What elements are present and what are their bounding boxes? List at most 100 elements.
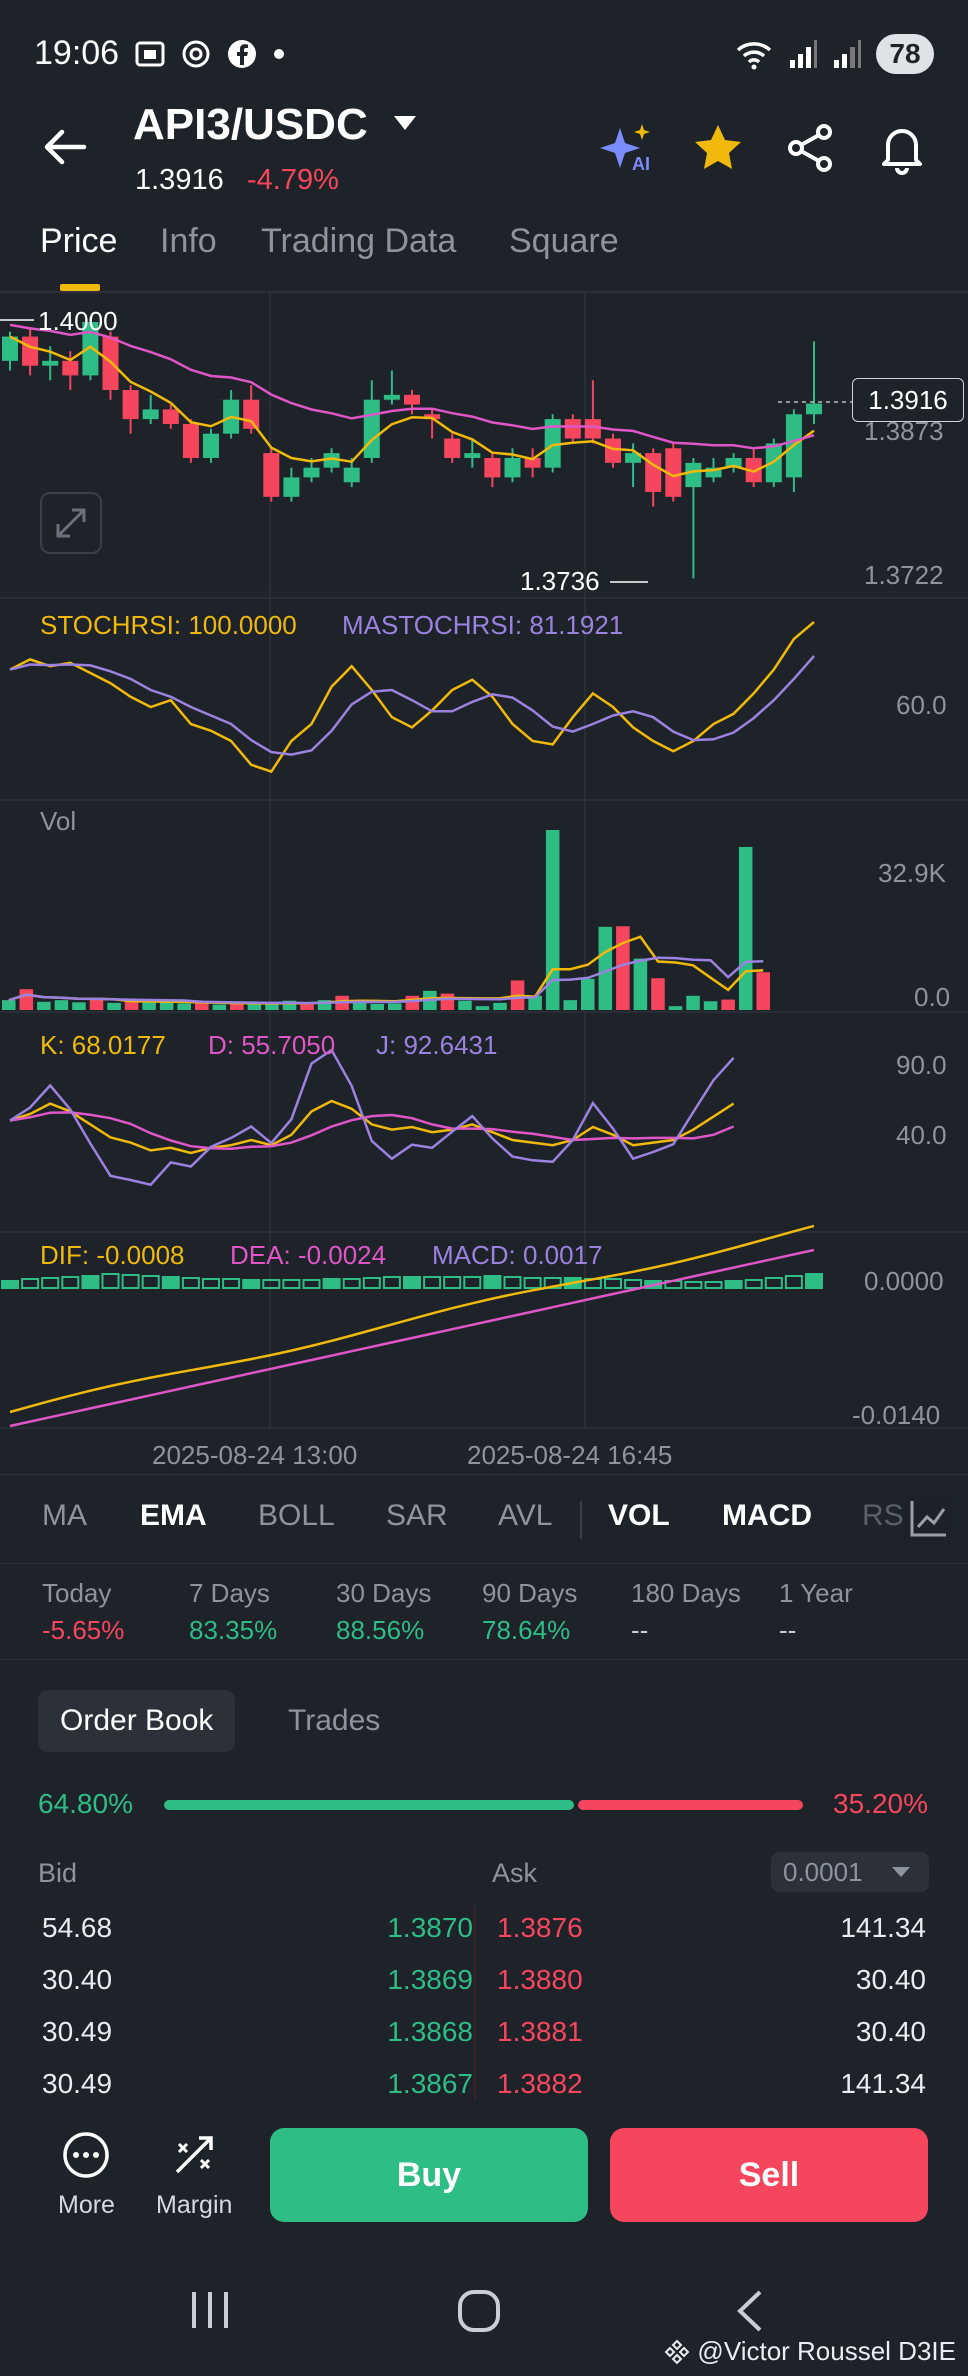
candle-body: [82, 322, 99, 376]
indicator-tab-ma[interactable]: MA: [42, 1499, 87, 1532]
margin-button[interactable]: Margin: [156, 2130, 232, 2220]
ask-ratio: 35.20%: [833, 1788, 928, 1819]
orderbook-row[interactable]: 30.40 1.3869 1.3880 30.40: [42, 1964, 926, 1995]
indicator-tab-rs[interactable]: RS: [862, 1499, 904, 1532]
macd-axis-bottom: -0.0140: [852, 1400, 941, 1430]
perf-90d: 90 Days 78.64%: [482, 1578, 578, 1645]
candle-body: [42, 360, 59, 366]
stochrsi-line: [9, 621, 815, 774]
indicator-tab-sar[interactable]: SAR: [386, 1499, 448, 1532]
volume-bar: [493, 1002, 507, 1010]
orderbook-row[interactable]: 54.68 1.3870 1.3876 141.34: [42, 1912, 926, 1943]
candle-body: [725, 457, 742, 468]
indicator-tab-ema[interactable]: EMA: [140, 1499, 207, 1532]
stochrsi-label: STOCHRSI: 100.0000: [40, 610, 297, 640]
kdj-k-line: [9, 1099, 735, 1155]
indicator-tab-macd[interactable]: MACD: [722, 1499, 812, 1532]
vol-axis-bottom: 0.0: [914, 982, 951, 1012]
macd-histogram-bar: [222, 1278, 241, 1289]
volume-bar: [633, 958, 648, 1010]
volume-ma2-line: [8, 956, 764, 1005]
volume-bar: [89, 999, 104, 1010]
more-button[interactable]: More: [58, 2130, 115, 2220]
orderbook-row[interactable]: 30.49 1.3868 1.3881 30.40: [42, 2016, 926, 2047]
buy-button[interactable]: Buy: [270, 2128, 588, 2222]
performance-row: Today -5.65% 7 Days 83.35% 30 Days 88.56% 9…: [0, 1564, 968, 1660]
tab-price[interactable]: Price: [40, 222, 118, 260]
candle-body: [685, 462, 702, 488]
chart-settings-icon[interactable]: [906, 1495, 952, 1541]
orderbook-row[interactable]: 30.49 1.3867 1.3882 141.34: [42, 2068, 926, 2099]
home-icon[interactable]: [456, 2288, 502, 2334]
candle-body: [22, 336, 39, 366]
indicator-tab-vol[interactable]: VOL: [608, 1499, 670, 1532]
candle-body: [323, 453, 340, 468]
ai-sparkle-icon[interactable]: AI: [598, 120, 654, 176]
share-icon[interactable]: [782, 120, 838, 176]
candle-body: [705, 467, 722, 478]
volume-bar: [107, 1002, 121, 1010]
volume-bar: [668, 1006, 683, 1010]
pair-title[interactable]: API3/USDC: [133, 100, 368, 149]
depth-divider: [474, 1906, 476, 2106]
ask-header: Ask: [492, 1858, 538, 1888]
tab-trading-data[interactable]: Trading Data: [261, 222, 457, 260]
tab-order-book[interactable]: Order Book: [38, 1690, 236, 1752]
caret-down-icon[interactable]: [392, 114, 418, 132]
kdj-axis-top: 90.0: [896, 1050, 947, 1080]
recent-apps-icon[interactable]: [186, 2288, 234, 2332]
kdj-axis-mid: 40.0: [896, 1120, 947, 1150]
volume-bar: [370, 1003, 384, 1010]
volume-bar: [756, 972, 770, 1010]
active-tab-indicator: [60, 284, 100, 291]
margin-icon: [175, 2136, 213, 2174]
volume-bar: [159, 1001, 174, 1010]
indicator-divider: [580, 1501, 582, 1539]
macd-histogram-bar: [805, 1273, 823, 1289]
screenshot-icon: [135, 41, 165, 67]
bid-ratio-bar: [164, 1800, 574, 1810]
signal-icon: [790, 40, 817, 68]
status-bar: 19:06 78: [0, 0, 968, 110]
candle-body: [62, 360, 79, 376]
sell-button[interactable]: Sell: [610, 2128, 928, 2222]
candle-body: [162, 409, 179, 424]
macd-histogram-bar: [382, 1276, 401, 1289]
volume-ma-line: [8, 935, 764, 1005]
chart-area[interactable]: 1.4000 1.3736 1.3916 1.3873 1.3722 STOCH…: [0, 292, 968, 1472]
volume-bar: [651, 978, 665, 1010]
low-label: 1.3736: [520, 566, 600, 596]
bottom-action-bar: More Margin Buy Sell: [0, 2100, 968, 2240]
star-icon[interactable]: [690, 120, 746, 176]
tab-info[interactable]: Info: [160, 222, 217, 260]
tab-trades[interactable]: Trades: [288, 1704, 381, 1737]
expand-chart-button[interactable]: [40, 492, 102, 554]
macd-macd-label: MACD: 0.0017: [432, 1240, 603, 1270]
volume-bar: [440, 993, 455, 1010]
macd-histogram-bar: [724, 1280, 743, 1289]
indicator-tab-boll[interactable]: BOLL: [258, 1499, 335, 1532]
volume-bar: [177, 1003, 191, 1010]
time-axis-2: 2025-08-24 16:45: [467, 1440, 673, 1470]
volume-bar: [545, 830, 560, 1010]
candle-body: [363, 399, 380, 458]
dot-icon: [274, 49, 284, 59]
volume-bar: [686, 995, 700, 1010]
chart-canvas[interactable]: [0, 292, 968, 1472]
candle-body: [605, 438, 621, 463]
candle-body: [383, 394, 400, 400]
nav-back-icon[interactable]: [732, 2288, 768, 2334]
tab-square[interactable]: Square: [509, 222, 619, 260]
macd-histogram-bar: [483, 1275, 502, 1289]
macd-dif-label: DIF: -0.0008: [40, 1240, 185, 1270]
candle-body: [424, 414, 441, 420]
last-price-tag: 1.3916: [852, 378, 964, 422]
candle-body: [444, 438, 461, 458]
macd-histogram-bar: [81, 1275, 100, 1289]
indicator-tab-avl[interactable]: AVL: [498, 1499, 553, 1532]
volume-bar: [458, 1000, 472, 1010]
candle-body: [182, 423, 199, 458]
bell-icon[interactable]: [874, 120, 930, 176]
back-arrow-icon[interactable]: [40, 122, 90, 172]
precision-select[interactable]: 0.0001: [771, 1852, 929, 1892]
